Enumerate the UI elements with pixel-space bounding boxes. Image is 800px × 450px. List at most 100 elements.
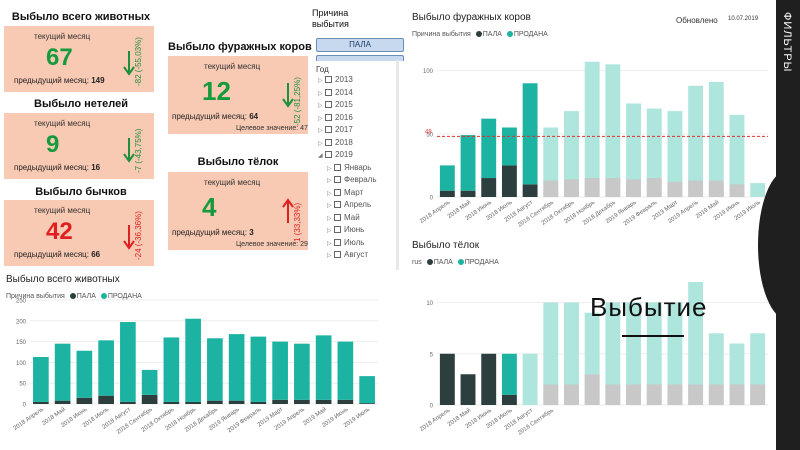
bar-prodana: [439, 165, 455, 191]
tree-item-label: Июль: [344, 237, 365, 247]
month-item-5[interactable]: ▷ Июнь: [327, 224, 364, 236]
kpi-prev-value: 3: [249, 228, 254, 237]
y-tick-label: 100: [16, 361, 27, 367]
tree-item-label: 2015: [335, 100, 353, 109]
chevron-right-icon[interactable]: ▷: [327, 190, 332, 197]
kpi-all-title: Выбыло всего животных: [11, 11, 151, 23]
kpi-calves-title: Выбыло тёлок: [197, 156, 279, 168]
filters-label[interactable]: ФИЛЬТРЫ: [781, 12, 793, 73]
bar-faded-base: [543, 384, 559, 405]
chevron-right-icon[interactable]: ▷: [327, 215, 332, 222]
chevron-right-icon[interactable]: ▷: [327, 228, 332, 234]
kpi-forage-card: текущий месяц 12 предыдущий месяц: 64 -5…: [168, 56, 308, 134]
checkbox[interactable]: [334, 251, 341, 258]
chevron-right-icon[interactable]: ▷: [327, 165, 332, 172]
bar-prodana: [185, 318, 201, 402]
bar-prodana: [54, 343, 71, 401]
year-item-2018[interactable]: ▷ 2018: [318, 137, 353, 149]
bar-prodana: [729, 114, 745, 197]
bar-faded-base: [646, 178, 662, 197]
kpi-target-value: 47: [300, 125, 308, 132]
bar-faded-base: [729, 384, 745, 405]
legend-pala: ПАЛА: [76, 293, 96, 300]
x-tick-label: 2019 Март: [257, 407, 285, 429]
year-item-2017[interactable]: ▷ 2017: [318, 124, 353, 136]
bar-faded-base: [750, 384, 766, 405]
checkbox[interactable]: [325, 138, 332, 146]
x-tick-label: 2018 Август: [101, 407, 132, 431]
year-item-2016[interactable]: ▷ 2016: [318, 112, 353, 124]
chevron-right-icon[interactable]: ▷: [318, 78, 323, 84]
chevron-right-icon[interactable]: ▷: [327, 178, 332, 184]
slicer-scrollbar[interactable]: [396, 60, 399, 270]
kpi-prev: предыдущий месяц: 16: [14, 163, 100, 172]
kpi-sub-label: текущий месяц: [34, 32, 91, 41]
x-tick-label: 2019 Февраль: [623, 200, 659, 228]
chevron-right-icon[interactable]: ▷: [318, 128, 323, 134]
x-tick-label: 2018 Апрель: [419, 408, 451, 433]
checkbox[interactable]: [334, 213, 341, 221]
x-tick-label: 2018 Апрель: [13, 407, 45, 432]
reason-slicer[interactable]: Причина выбытия ПАЛА Год: [312, 8, 408, 270]
x-tick-label: 2019 Июнь: [713, 200, 741, 222]
tree-item-label: 2019: [335, 150, 353, 159]
filters-panel[interactable]: [776, 0, 800, 450]
bar-pala: [359, 403, 375, 404]
chevron-right-icon[interactable]: ▷: [318, 115, 323, 122]
checkbox[interactable]: [325, 101, 332, 108]
year-item-2014[interactable]: ▷ 2014: [318, 87, 353, 99]
checkbox[interactable]: [325, 88, 332, 96]
checkbox[interactable]: [325, 151, 332, 158]
checkbox[interactable]: [334, 176, 341, 183]
slicer-option-second[interactable]: [316, 55, 404, 61]
bar-faded-base: [564, 384, 579, 405]
year-item-2013[interactable]: ▷ 2013: [318, 74, 353, 86]
y-tick-label: 0: [430, 196, 434, 202]
chevron-right-icon[interactable]: ▷: [327, 253, 332, 259]
chevron-right-icon[interactable]: ▷: [327, 203, 332, 209]
bar-prodana: [750, 333, 766, 405]
month-item-3[interactable]: ▷ Апрель: [327, 199, 371, 211]
tree-item-label: 2017: [335, 125, 353, 134]
checkbox[interactable]: [334, 201, 341, 208]
checkbox[interactable]: [325, 126, 332, 133]
kpi-value: 9: [46, 131, 60, 158]
checkbox[interactable]: [334, 238, 341, 246]
year-item-2019[interactable]: ◢ 2019: [318, 149, 353, 161]
kpi-prev-label: предыдущий месяц:: [14, 163, 89, 172]
month-item-7[interactable]: ▷ Август: [327, 249, 368, 261]
bar-prodana: [359, 376, 375, 404]
x-tick-label: 2019 Июль: [343, 407, 371, 429]
month-item-0[interactable]: ▷ Январь: [327, 162, 371, 174]
bar-prodana: [76, 350, 93, 398]
x-tick-label: 2018 Август: [504, 200, 535, 224]
month-item-2[interactable]: ▷ Март: [327, 187, 363, 199]
chevron-right-icon[interactable]: ▷: [327, 240, 332, 247]
kpi-prev: предыдущий месяц: 64: [172, 112, 258, 121]
checkbox[interactable]: [334, 226, 341, 233]
chevron-down-icon[interactable]: ◢: [318, 153, 323, 159]
month-item-4[interactable]: ▷ Май: [327, 212, 360, 224]
checkbox[interactable]: [325, 113, 332, 121]
all-legend-title: Причина выбытия: [6, 293, 65, 300]
month-item-1[interactable]: ▷ Февраль: [327, 174, 377, 186]
chevron-right-icon[interactable]: ▷: [318, 103, 323, 109]
checkbox[interactable]: [325, 76, 332, 83]
checkbox[interactable]: [334, 163, 341, 171]
bar-pala: [315, 399, 332, 404]
kpi-target-label: Целевое значение:: [236, 241, 299, 248]
chevron-right-icon[interactable]: ▷: [318, 90, 323, 97]
chevron-right-icon[interactable]: ▷: [318, 140, 323, 147]
slicer-option-pala[interactable]: ПАЛА: [316, 38, 404, 52]
kpi-sub-label: текущий месяц: [204, 178, 261, 187]
bar-prodana: [207, 338, 223, 401]
x-tick-label: 2019 Январь: [605, 200, 638, 225]
kpi-target-label: Целевое значение:: [236, 125, 299, 132]
year-item-2015[interactable]: ▷ 2015: [318, 99, 353, 111]
kpi-prev: предыдущий месяц: 66: [14, 250, 100, 259]
arrow-down-icon: [282, 82, 294, 113]
month-item-6[interactable]: ▷ Июль: [327, 237, 364, 249]
y-tick-label: 0: [430, 404, 434, 410]
checkbox[interactable]: [334, 188, 341, 196]
